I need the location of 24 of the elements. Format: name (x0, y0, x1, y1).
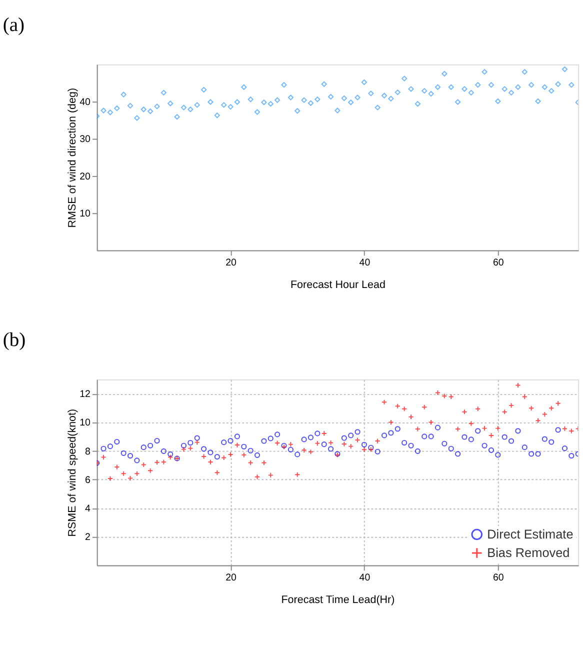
x-axis-title: Forecast Hour Lead (290, 278, 386, 291)
x-tick-label: 60 (492, 572, 504, 584)
legend-label: Direct Estimate (487, 526, 574, 542)
legend-label: Bias Removed (487, 544, 570, 560)
x-tick-label: 20 (226, 257, 238, 268)
y-tick-label: 8 (85, 446, 90, 458)
y-tick-label: 2 (85, 532, 90, 544)
y-tick-label: 30 (80, 134, 92, 146)
y-tick-label: 10 (80, 208, 92, 220)
y-tick-label: 40 (80, 97, 92, 108)
y-tick-label: 6 (85, 474, 90, 486)
chart-title: (b) (2, 330, 26, 352)
y-tick-label: 4 (85, 504, 92, 514)
y-axis-title: RSME of wind speed(knot) (66, 408, 79, 537)
x-tick-label: 40 (359, 257, 371, 268)
x-tick-label: 40 (359, 572, 371, 584)
y-axis-title: RMSE of wind direction (deg) (66, 88, 79, 228)
x-tick-label: 60 (492, 257, 504, 268)
y-tick-label: 10 (80, 418, 92, 429)
x-axis-title: Forecast Time Lead(Hr) (281, 594, 395, 606)
y-tick-label: 12 (80, 389, 90, 400)
chart-title: (a) (2, 15, 25, 36)
x-tick-label: 20 (226, 572, 238, 584)
y-tick-label: 20 (80, 171, 92, 182)
